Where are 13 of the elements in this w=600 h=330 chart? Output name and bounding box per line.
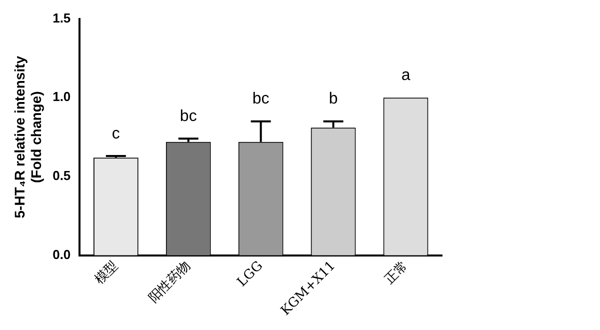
y-axis-title: 5-HT₄R relative intensity (Fold change) xyxy=(11,56,44,218)
y-tick-label: 1.0 xyxy=(52,89,71,104)
x-tick-label: 模型 xyxy=(92,258,122,288)
x-tick-label: 阳性药物 xyxy=(146,258,194,306)
annotation: b xyxy=(328,90,338,108)
annotation: bc xyxy=(252,90,270,108)
annotation: a xyxy=(401,67,410,84)
x-tick-label: 正常 xyxy=(382,258,411,288)
y-tick-label: 0.5 xyxy=(52,168,71,184)
y-tick-label: 0.0 xyxy=(52,246,71,262)
annotation: c xyxy=(112,125,120,142)
annotation: bc xyxy=(180,108,197,126)
y-tick-label: 1.5 xyxy=(52,10,71,26)
